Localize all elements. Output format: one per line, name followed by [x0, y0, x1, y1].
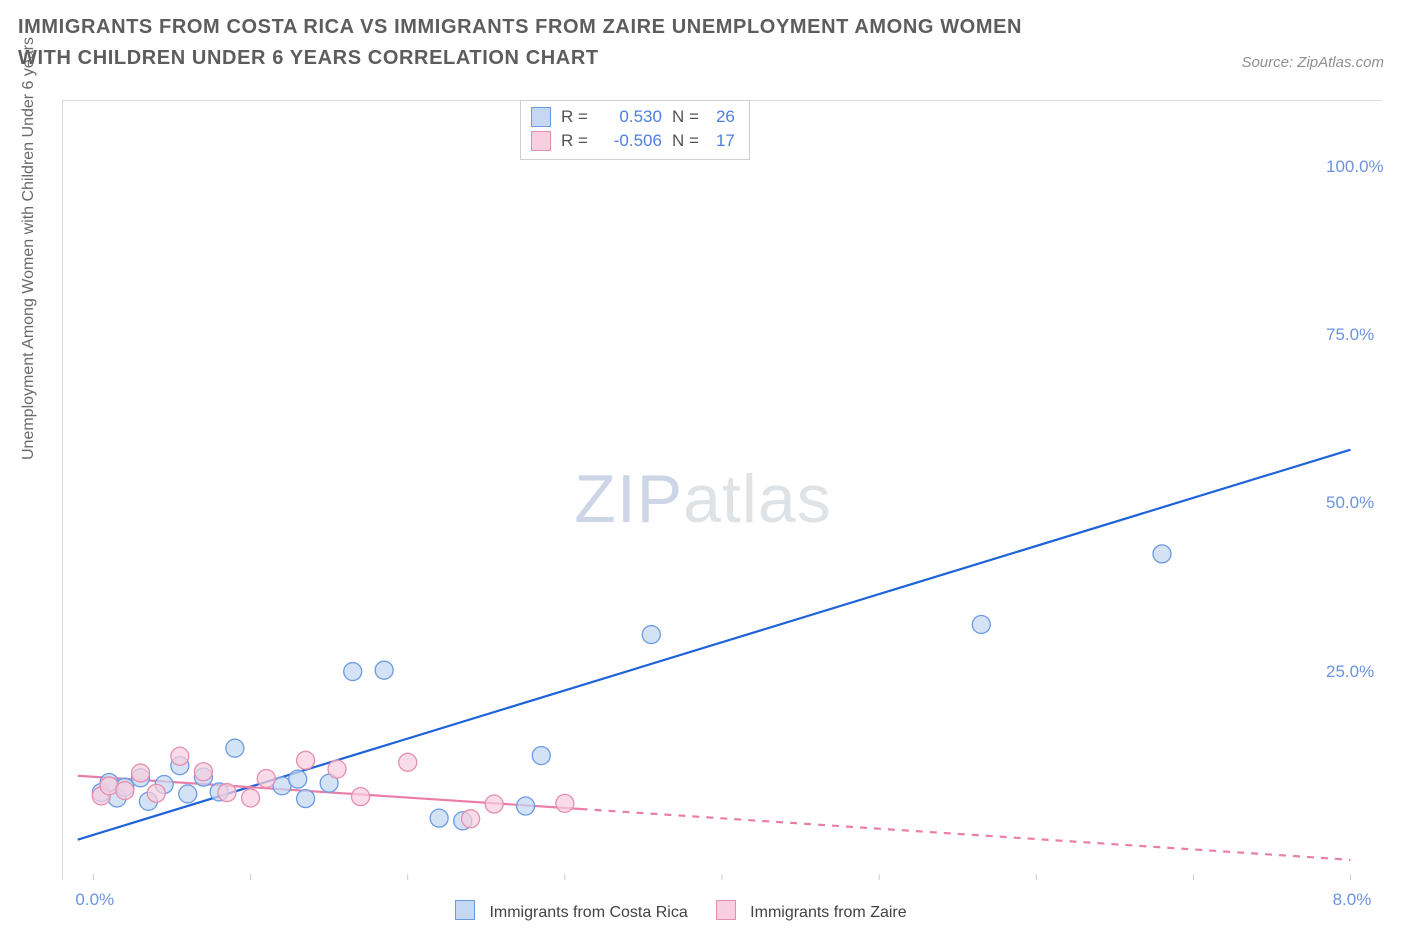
r-label: R = — [561, 129, 588, 153]
y-axis-label: Unemployment Among Women with Children U… — [20, 37, 38, 460]
source-attribution: Source: ZipAtlas.com — [1241, 54, 1384, 71]
y-tick-label: 50.0% — [1326, 493, 1374, 513]
x-tick-label: 8.0% — [1333, 890, 1372, 910]
y-tick-label: 25.0% — [1326, 662, 1374, 682]
n-label: N = — [672, 105, 699, 129]
correlation-scatter-chart — [62, 100, 1382, 880]
bottom-legend-item: Immigrants from Costa Rica — [455, 900, 688, 922]
legend-swatch — [531, 107, 551, 127]
r-label: R = — [561, 105, 588, 129]
bottom-legend: Immigrants from Costa Rica Immigrants fr… — [455, 900, 907, 922]
n-label: N = — [672, 129, 699, 153]
bottom-legend-item: Immigrants from Zaire — [716, 900, 907, 922]
r-value: -0.506 — [592, 129, 662, 153]
y-tick-label: 100.0% — [1326, 157, 1384, 177]
legend-swatch — [455, 900, 475, 920]
x-tick-label: 0.0% — [75, 890, 114, 910]
r-value: 0.530 — [592, 105, 662, 129]
stat-legend-row: R = 0.530 N = 26 — [531, 105, 735, 129]
y-tick-label: 75.0% — [1326, 325, 1374, 345]
n-value: 17 — [705, 129, 735, 153]
legend-swatch — [716, 900, 736, 920]
n-value: 26 — [705, 105, 735, 129]
legend-swatch — [531, 131, 551, 151]
chart-title: IMMIGRANTS FROM COSTA RICA VS IMMIGRANTS… — [18, 12, 1068, 74]
legend-label: Immigrants from Costa Rica — [489, 904, 687, 921]
stat-legend: R = 0.530 N = 26 R = -0.506 N = 17 — [520, 100, 750, 160]
stat-legend-row: R = -0.506 N = 17 — [531, 129, 735, 153]
legend-label: Immigrants from Zaire — [750, 904, 906, 921]
